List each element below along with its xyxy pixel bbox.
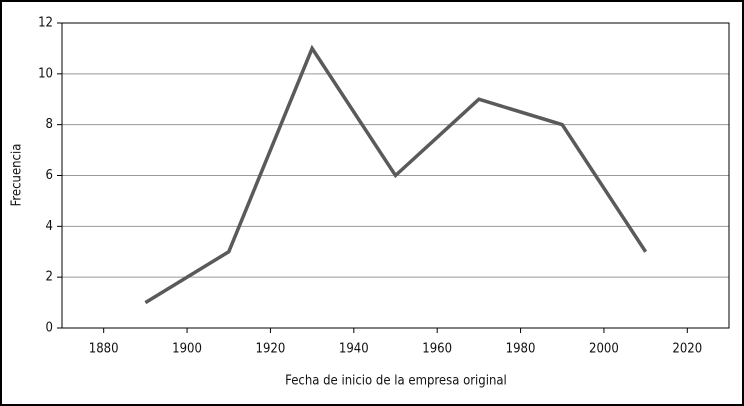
y-tick-label: 8 [46,117,53,132]
y-tick-label: 12 [38,16,53,31]
x-tick-label: 2000 [589,342,619,357]
x-tick-label: 1960 [422,342,452,357]
x-tick-label: 1880 [89,342,119,357]
x-tick-label: 1980 [506,342,536,357]
y-tick-label: 10 [38,66,53,81]
y-tick-label: 4 [46,219,53,234]
y-tick-label: 6 [46,168,53,183]
x-tick-label: 1920 [256,342,286,357]
x-tick-label: 1900 [172,342,202,357]
data-line [144,44,648,305]
y-axis-label: Frecuencia [10,144,25,207]
y-tick-label: 0 [46,321,53,336]
plot-border [61,22,730,329]
x-tick-label: 1940 [339,342,369,357]
x-axis-label: Fecha de inicio de la empresa original [285,374,507,389]
y-tick-label: 2 [46,270,53,285]
x-tick-label: 2020 [672,342,702,357]
